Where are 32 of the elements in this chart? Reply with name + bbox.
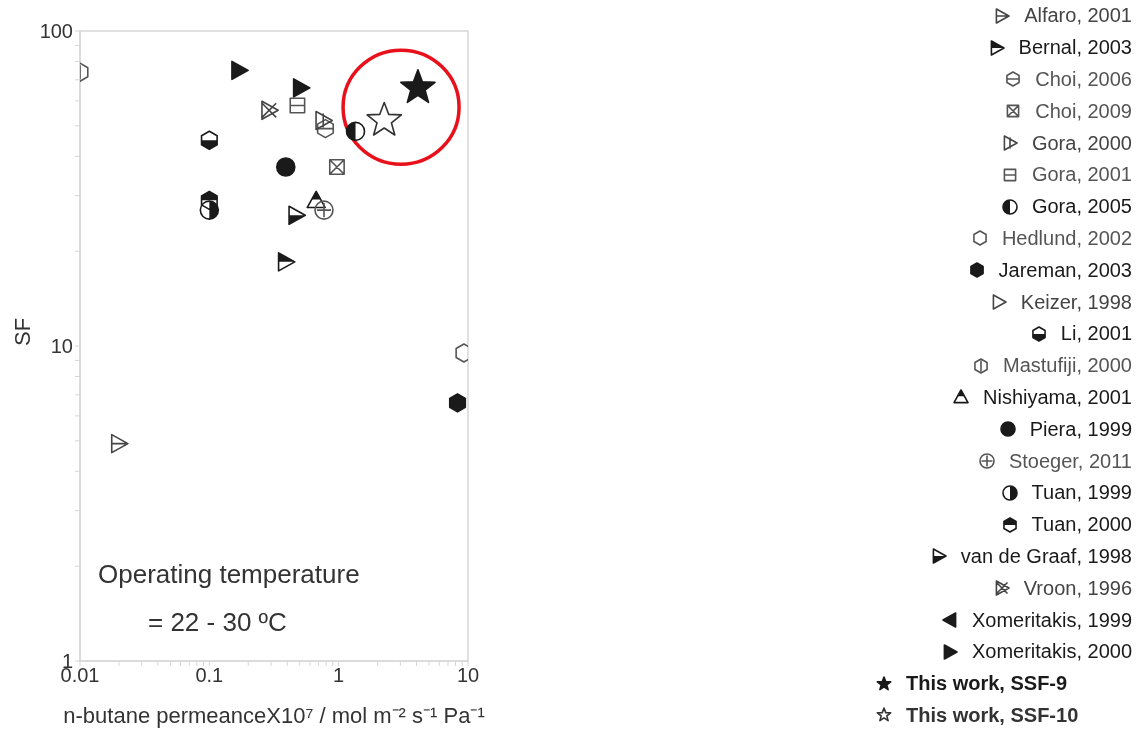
legend-label: Mastufiji, 2000 <box>1003 354 1132 378</box>
legend-label: Gora, 2001 <box>1031 163 1132 187</box>
legend-label: Nishiyama, 2001 <box>983 385 1132 409</box>
legend-label: Tuan, 2000 <box>1031 513 1132 537</box>
legend-label: Bernal, 2003 <box>1018 36 1132 60</box>
legend-label: Jareman, 2003 <box>998 258 1132 282</box>
x-tick-label: 10 <box>456 664 480 687</box>
y-axis-title: SF <box>9 317 35 346</box>
x-axis-title: n-butane permeanceX10⁷ / mol m⁻² s⁻¹ Pa⁻¹ <box>63 703 485 728</box>
legend-label: Gora, 2005 <box>1031 195 1132 219</box>
legend-label: This work, SSF-10 <box>906 703 1079 727</box>
y-tick-label: 10 <box>50 335 73 358</box>
legend-label: Stoeger, 2011 <box>1008 449 1132 473</box>
legend-label: Tuan, 1999 <box>1031 481 1132 505</box>
legend-label: Gora, 2000 <box>1031 131 1132 155</box>
legend-label: Vroon, 1996 <box>1023 576 1132 600</box>
legend-label: Xomeritakis, 1999 <box>971 608 1132 632</box>
legend-label: This work, SSF-9 <box>906 672 1068 696</box>
legend-label: Li, 2001 <box>1060 322 1132 346</box>
annotation: Operating temperature <box>98 559 360 589</box>
legend-label: Piera, 1999 <box>1029 417 1132 441</box>
legend-label: Keizer, 1998 <box>1020 290 1132 314</box>
legend-label: Hedlund, 2002 <box>1001 226 1132 250</box>
legend-label: Choi, 2006 <box>1035 67 1132 91</box>
annotation: = 22 - 30 ºC <box>148 607 287 637</box>
legend-label: Choi, 2009 <box>1035 99 1132 123</box>
legend-label: Xomeritakis, 2000 <box>971 640 1132 664</box>
legend-label: van de Graaf, 1998 <box>960 544 1132 568</box>
x-tick-label: 0.1 <box>195 664 224 687</box>
legend-label: Alfaro, 2001 <box>1024 4 1132 28</box>
y-tick-label: 100 <box>39 20 73 43</box>
x-tick-label: 1 <box>333 664 345 687</box>
